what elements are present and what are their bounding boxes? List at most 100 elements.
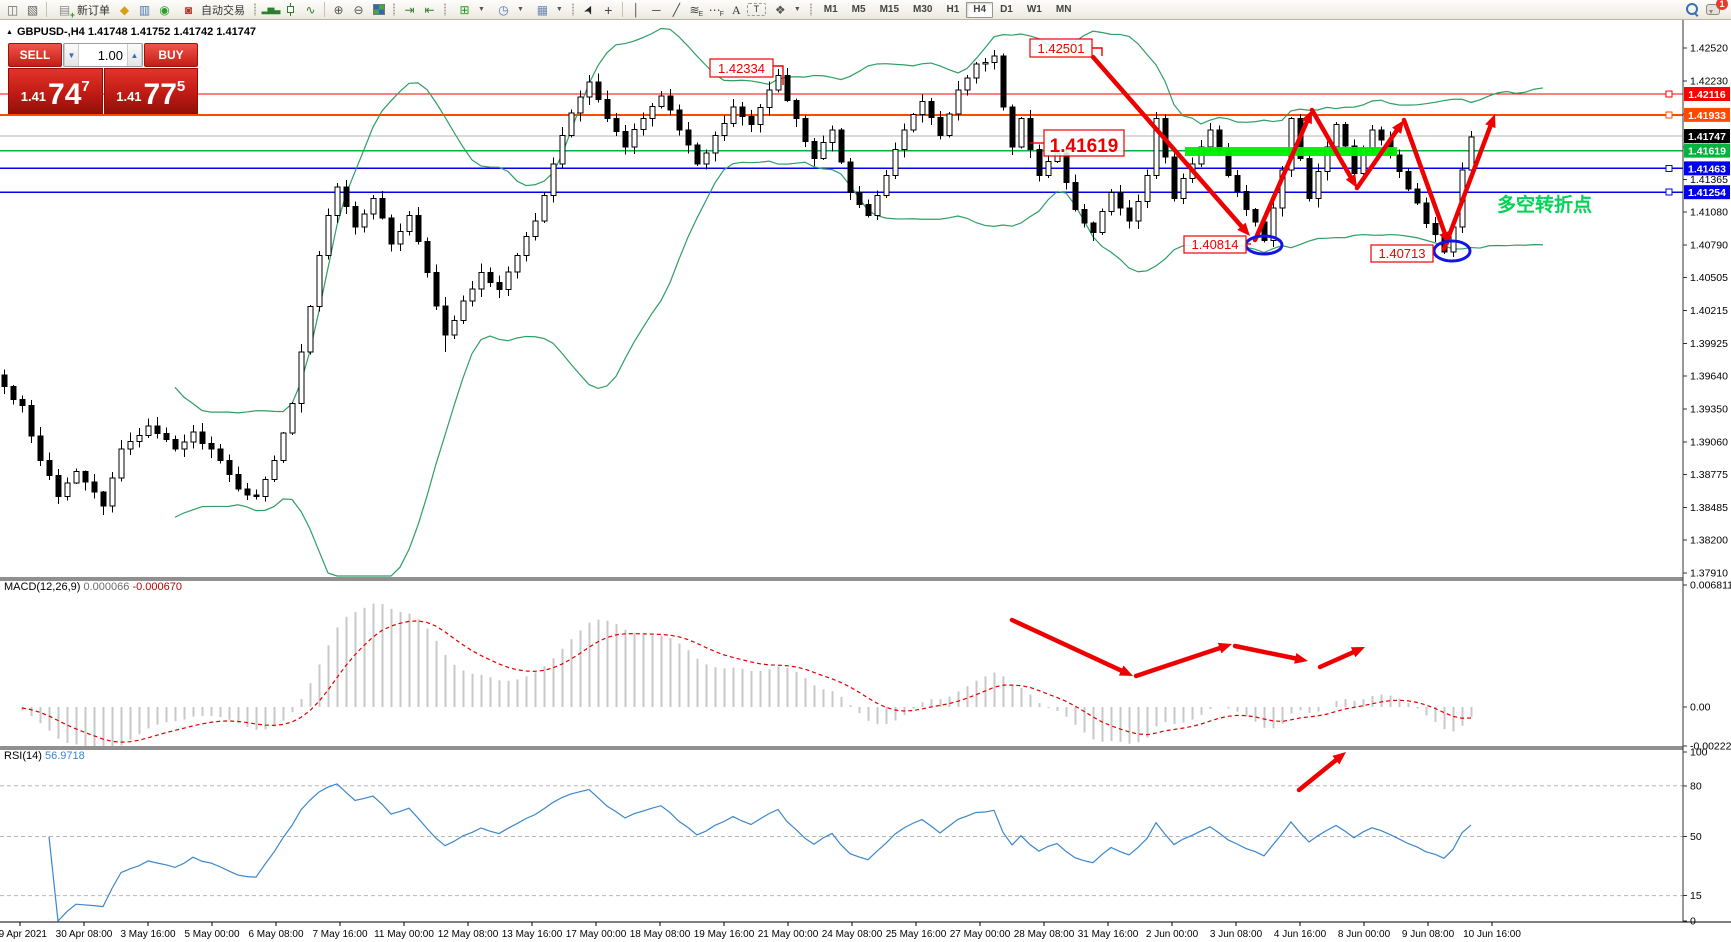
price-annotation-box[interactable]: [709, 58, 774, 78]
time-axis-label: 29 Apr 2021: [0, 929, 47, 940]
macd-value-signal: -0.000670: [132, 581, 182, 593]
timeframe-button-M15[interactable]: M15: [879, 4, 900, 15]
vertical-line-tool-icon[interactable]: │: [632, 2, 641, 17]
green-highlight-bar[interactable]: [1185, 147, 1397, 156]
indicators-icon: ⊞: [459, 2, 470, 17]
time-axis-label: 19 May 16:00: [694, 929, 755, 940]
indicators-menu-button[interactable]: ⊞ ▼: [451, 1, 489, 18]
timeframe-button-M30[interactable]: M30: [913, 4, 933, 15]
time-axis-label: 28 May 08:00: [1014, 929, 1075, 940]
time-axis-label: 21 May 00:00: [758, 929, 819, 940]
macd-pane: [21, 603, 1473, 746]
axis-tick-label: 1.39060: [1690, 437, 1728, 449]
signals-icon[interactable]: ◉: [159, 2, 170, 17]
charts-icon[interactable]: ◫: [6, 2, 19, 17]
timeframe-button-MN[interactable]: MN: [1055, 4, 1072, 15]
buy-price-sup: 5: [176, 78, 186, 95]
buy-button[interactable]: BUY: [144, 43, 198, 67]
volume-input[interactable]: [79, 44, 127, 66]
timeframe-button-D1[interactable]: D1: [1000, 4, 1013, 15]
text-tool-icon[interactable]: A: [731, 2, 741, 17]
price-line-badge-text: 1.41463: [1688, 163, 1726, 175]
notifications-icon[interactable]: 1: [1703, 0, 1728, 18]
time-axis-label: 17 May 00:00: [566, 929, 627, 940]
one-click-trading-panel: SELL ▼ ▲ BUY 1.41 74 7 1.41 77 5: [8, 43, 198, 114]
one-click-controls: SELL ▼ ▲ BUY: [8, 43, 198, 67]
fibonacci-tool-icon[interactable]: ⋯ F: [708, 2, 724, 19]
trend-arrow[interactable]: [1317, 650, 1356, 670]
price-annotation-box[interactable]: [1370, 244, 1434, 263]
shapes-menu-button[interactable]: ❖ ▼: [767, 1, 805, 18]
channel-tool-icon[interactable]: ≋ E: [689, 2, 704, 19]
quotes-icon[interactable]: ◆: [119, 2, 130, 17]
volume-decrease-button[interactable]: ▼: [64, 44, 79, 66]
trend-arrow[interactable]: [1296, 757, 1339, 793]
trend-arrow[interactable]: [1133, 645, 1222, 679]
sell-price-sup: 7: [81, 78, 90, 95]
trend-arrow[interactable]: [1441, 123, 1493, 252]
auto-scroll-icon[interactable]: ⇥: [404, 2, 415, 17]
axis-tick-label: 1.39350: [1690, 404, 1728, 416]
timeframe-toolbar: M1 M5 M15 M30 H1 H4 D1 W1 MN: [817, 1, 1079, 18]
timeframe-button-W1[interactable]: W1: [1026, 4, 1042, 15]
tick-chart-icon[interactable]: ▧: [26, 2, 39, 17]
trend-arrow[interactable]: [1009, 617, 1124, 673]
timeframe-button-H4[interactable]: H4: [966, 1, 994, 18]
trend-arrow[interactable]: [1252, 119, 1310, 243]
bollinger-bands: [174, 27, 1544, 577]
trend-arrowhead: [1294, 652, 1308, 664]
axes-group[interactable]: 1.425201.422301.419401.416501.413651.410…: [0, 20, 1731, 940]
trend-arrowhead: [1301, 110, 1312, 125]
bar-chart-mode-icon[interactable]: ▂▅▃: [261, 4, 281, 14]
trend-arrowhead: [1217, 642, 1232, 654]
line-chart-mode-icon[interactable]: ∿: [305, 2, 316, 17]
dropdown-arrow-icon: ▼: [793, 6, 801, 13]
zoom-in-icon[interactable]: ⊕: [333, 2, 344, 17]
label-tool-icon[interactable]: T: [746, 3, 766, 16]
axis-tick-label: 1.38485: [1690, 502, 1728, 514]
price-annotation-text: 1.42501: [1038, 41, 1085, 56]
trend-arrow[interactable]: [1309, 107, 1353, 179]
new-order-button[interactable]: ▤ + 新订单: [51, 1, 114, 20]
autotrade-button[interactable]: ◙ 自动交易: [175, 1, 249, 18]
trend-arrow[interactable]: [1090, 54, 1244, 229]
trend-arrow[interactable]: [1354, 128, 1399, 191]
sell-price-panel[interactable]: 1.41 74 7: [8, 68, 103, 114]
trend-arrow[interactable]: [1401, 117, 1447, 236]
cursor-icon[interactable]: ➤: [579, 1, 597, 18]
axis-tick-label: 0.006811: [1690, 580, 1731, 592]
trend-arrowhead: [1392, 120, 1404, 134]
trendline-tool-icon[interactable]: ╱: [672, 2, 680, 17]
candlestick-mode-icon[interactable]: [281, 1, 300, 18]
chart-shift-icon[interactable]: ⇤: [424, 2, 435, 17]
axis-tick-label: 50: [1690, 831, 1702, 843]
dropdown-arrow-icon: ▼: [516, 6, 524, 13]
time-axis-label: 10 Jun 16:00: [1463, 929, 1521, 940]
timeframe-button-H1[interactable]: H1: [946, 4, 960, 15]
periods-menu-button[interactable]: ◷ ▼: [490, 1, 528, 18]
templates-menu-button[interactable]: ▦ ▼: [529, 1, 567, 18]
price-line-badge: [1684, 161, 1730, 176]
horizontal-line-tool-icon[interactable]: ─: [652, 2, 661, 17]
zoom-out-icon[interactable]: ⊖: [353, 2, 364, 17]
volume-increase-button[interactable]: ▲: [127, 44, 142, 66]
periods-icon: ◷: [498, 2, 509, 17]
crosshair-icon[interactable]: +: [604, 1, 613, 18]
trend-arrow[interactable]: [1232, 643, 1298, 661]
annotations-group[interactable]: 1.42334 1.42501 1.41619 1.40814 1.40713 多空转折点: [709, 38, 1592, 793]
volume-spinner: ▼ ▲: [63, 43, 143, 67]
sell-button[interactable]: SELL: [8, 43, 62, 67]
timeframe-button-M1[interactable]: M1: [823, 4, 838, 15]
timeframe-button-M5[interactable]: M5: [851, 4, 866, 15]
price-line-badge: [1684, 107, 1730, 122]
tile-windows-icon[interactable]: [369, 1, 388, 18]
buy-price-panel[interactable]: 1.41 77 5: [103, 68, 198, 114]
collapse-arrow-icon[interactable]: ▲: [6, 28, 13, 36]
search-icon[interactable]: [1683, 1, 1702, 18]
tile-glyph: [372, 4, 385, 15]
blue-circle-annotation[interactable]: [1432, 239, 1472, 263]
market-watch-icon[interactable]: ▥: [138, 2, 151, 17]
time-axis-label: 12 May 08:00: [438, 929, 499, 940]
turning-point-text[interactable]: 多空转折点: [1497, 193, 1592, 216]
